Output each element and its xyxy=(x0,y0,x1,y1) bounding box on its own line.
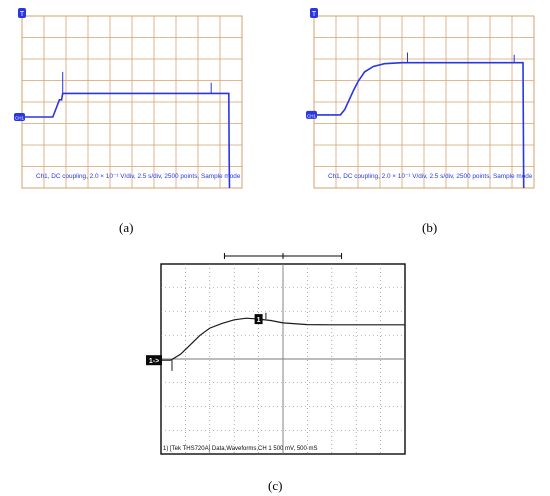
trigger-marker-box xyxy=(18,8,26,18)
caption-c: (c) xyxy=(268,478,283,493)
trigger-marker: 1 xyxy=(254,314,263,325)
trigger-marker-label: T xyxy=(312,11,317,18)
channel-marker: CH1 xyxy=(14,113,25,122)
waveform-trace xyxy=(22,92,231,189)
scope-info-text: Ch1, DC coupling, 2.0 × 10⁻¹ V/div, 2.5 … xyxy=(36,173,241,180)
waveform-chart-c: 1-> 1 1) [Tek THS720A] Data,Waveforms,CH 1… xyxy=(146,253,406,455)
channel-marker: CH1 xyxy=(306,110,317,119)
trigger-marker-box xyxy=(310,8,318,18)
channel-marker-label: CH1 xyxy=(15,116,24,121)
channel-marker: 1-> xyxy=(146,355,162,366)
channel-marker-label: 1-> xyxy=(149,358,159,365)
scope-info-text: 1) [Tek THS720A] Data,Waveforms,CH 1 500… xyxy=(163,446,318,452)
scope-info-text: Ch1, DC coupling, 2.0 × 10⁻¹ V/div, 2.5 … xyxy=(328,173,533,180)
oscilloscope-panel-b: T CH1 Ch1, DC coupling, 2.0 × 10⁻¹ V/div, … xyxy=(306,8,536,196)
oscilloscope-panel-a: T CH1 Ch1, DC coupling, 2.0 × 10⁻¹ V/div, … xyxy=(14,8,244,196)
trigger-marker-box xyxy=(254,314,263,325)
waveform-trace xyxy=(314,61,525,189)
caption-a: (a) xyxy=(119,220,134,235)
waveform-chart-a: T CH1 Ch1, DC coupling, 2.0 × 10⁻¹ V/div, … xyxy=(14,8,243,189)
caption-b: (b) xyxy=(422,220,438,235)
oscilloscope-panel-c: 1-> 1 1) [Tek THS720A] Data,Waveforms,CH 1… xyxy=(145,248,407,464)
waveform-chart-b: T CH1 Ch1, DC coupling, 2.0 × 10⁻¹ V/div, … xyxy=(306,8,535,189)
channel-marker-label: CH1 xyxy=(307,113,316,118)
trigger-marker-label: T xyxy=(20,11,25,18)
channel-marker-box xyxy=(306,110,317,119)
trigger-marker: T xyxy=(18,8,26,18)
waveform-trace xyxy=(161,317,405,361)
channel-marker-box xyxy=(14,113,25,122)
trigger-marker: T xyxy=(310,8,318,18)
channel-marker-box xyxy=(146,355,162,366)
trigger-marker-label: 1 xyxy=(257,317,261,324)
